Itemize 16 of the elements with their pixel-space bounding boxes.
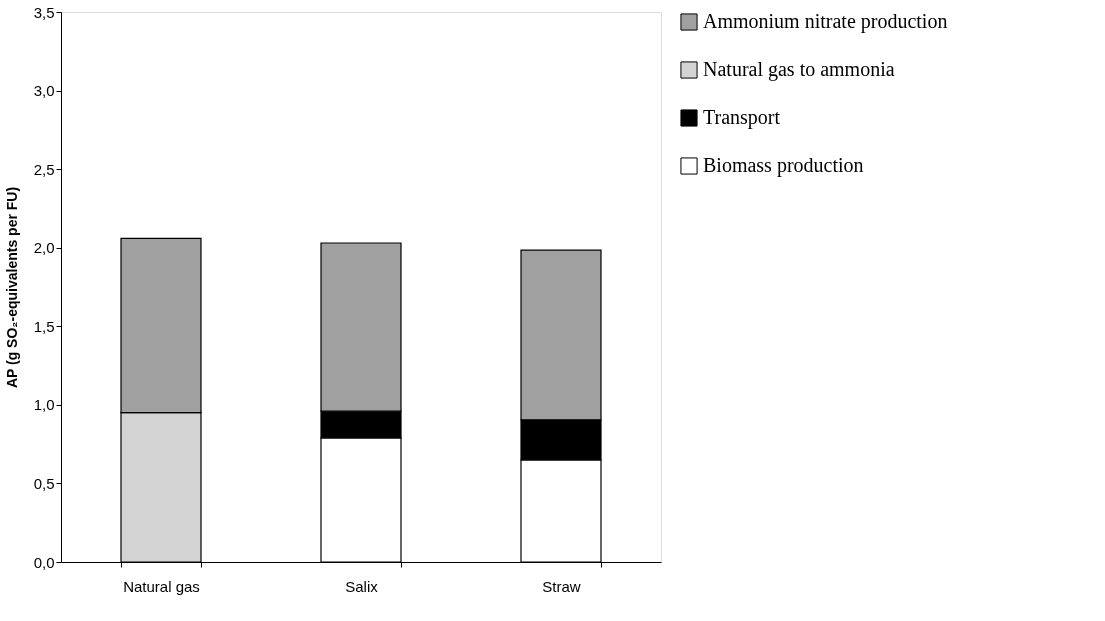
y-tick-label: 1,0 <box>33 396 55 414</box>
x-tick-label: Straw <box>542 577 581 595</box>
y-tick-label: 0,0 <box>33 553 55 571</box>
y-tick-label: 1,5 <box>33 317 55 335</box>
y-tick-label: 2,0 <box>33 239 55 257</box>
y-axis-title: AP (g SO₂-equivalents per FU) <box>3 186 20 389</box>
y-tick-label: 3,0 <box>33 82 55 100</box>
x-tick-label: Natural gas <box>123 577 200 595</box>
legend-label: Transport <box>703 106 781 129</box>
y-tick-label: 0,5 <box>33 474 55 492</box>
y-tick-label: 2,5 <box>33 160 55 178</box>
x-tick-label: Salix <box>345 577 379 595</box>
legend-label: Ammonium nitrate production <box>703 10 948 33</box>
y-tick-label: 3,5 <box>33 3 55 21</box>
legend-label: Natural gas to ammonia <box>703 58 895 81</box>
legend-label: Biomass production <box>703 154 864 177</box>
